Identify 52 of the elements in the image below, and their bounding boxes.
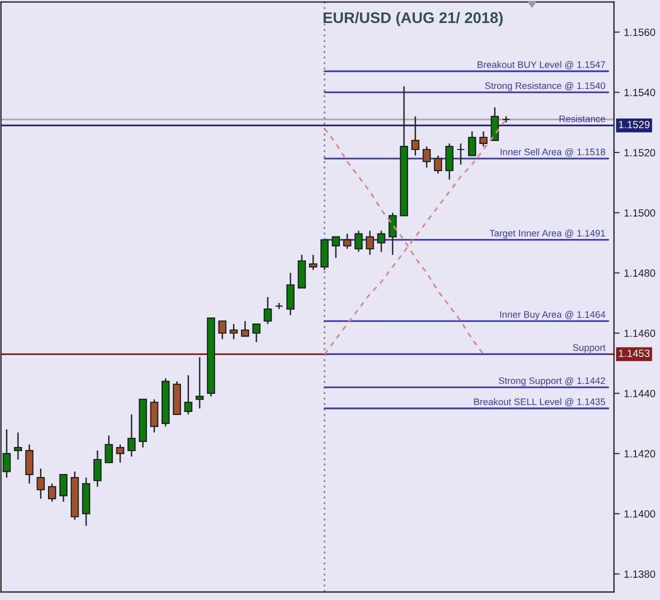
series-label: Strong Support @ 1.1442 xyxy=(498,377,606,386)
candlestick xyxy=(275,302,284,310)
candlestick xyxy=(240,320,250,337)
candlestick xyxy=(468,130,476,156)
candlestick xyxy=(48,482,56,502)
series-label: Target Inner Area @ 1.1491 xyxy=(490,230,606,238)
candlestick xyxy=(354,230,363,253)
y-tick-label: 1.1420 xyxy=(624,450,656,458)
y-tick-label: 1.1540 xyxy=(624,88,656,96)
candlestick xyxy=(59,474,68,502)
annotation: 1.1529 xyxy=(618,120,650,128)
candlestick xyxy=(230,323,238,340)
annotation: 1.1453 xyxy=(618,350,650,357)
candlestick xyxy=(196,356,204,410)
candlestick xyxy=(422,146,431,168)
candlestick xyxy=(309,254,318,271)
candlestick xyxy=(479,130,488,148)
candlestick xyxy=(218,320,226,340)
y-tick-label: 1.1440 xyxy=(624,390,656,398)
y-tick-label: 1.1560 xyxy=(624,28,656,36)
candlestick xyxy=(264,296,272,325)
candlestick xyxy=(366,230,374,256)
series-label: Inner Sell Area @ 1.1518 xyxy=(500,148,606,156)
series-label: Breakout BUY Level @ 1.1547 xyxy=(478,61,606,70)
candlestick xyxy=(456,142,465,166)
candlestick xyxy=(388,212,397,256)
series-label: Breakout SELL Level @ 1.1435 xyxy=(474,398,606,406)
y-tick-label: 1.1400 xyxy=(624,510,656,518)
candlestick xyxy=(36,468,45,500)
candlestick xyxy=(127,414,136,458)
series-label: Strong Resistance @ 1.1540 xyxy=(485,82,606,91)
candlestick xyxy=(14,432,22,460)
candlestick xyxy=(93,450,102,488)
candlestick xyxy=(434,154,442,174)
candlestick xyxy=(377,230,386,253)
y-tick-label: 1.1500 xyxy=(624,209,656,217)
candlestick xyxy=(252,323,260,343)
candlestick xyxy=(116,444,124,464)
text: EUR/USD (AUG 21/ 2018) xyxy=(324,12,503,26)
y-tick-label: 1.1380 xyxy=(624,570,656,578)
series-label: Support xyxy=(572,344,606,353)
y-tick-label: 1.1480 xyxy=(624,269,656,277)
series-label: Inner Buy Area @ 1.1464 xyxy=(500,310,606,320)
candlestick xyxy=(184,374,192,416)
y-tick-label: 1.1520 xyxy=(624,149,656,156)
candlestick xyxy=(411,116,420,156)
candlestick xyxy=(502,116,510,124)
ref-line-label: Resistance xyxy=(560,115,606,122)
y-tick-label: 1.1460 xyxy=(624,330,656,337)
candlestick xyxy=(343,233,352,250)
candlestick xyxy=(332,236,340,259)
candlestick xyxy=(104,434,113,464)
